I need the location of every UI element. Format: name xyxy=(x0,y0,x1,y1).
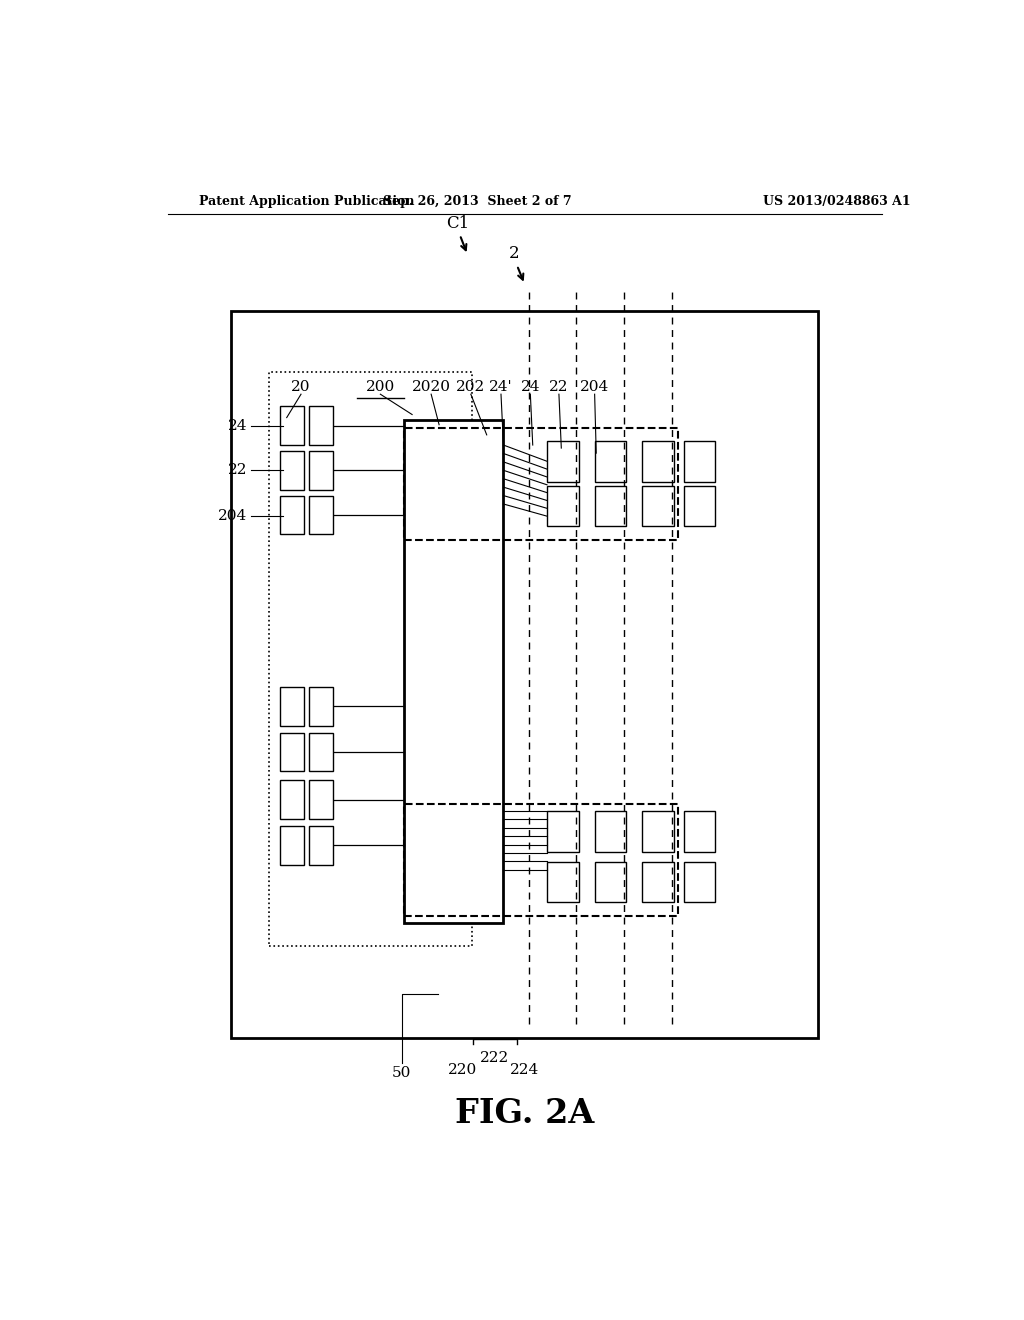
Text: 24: 24 xyxy=(520,380,540,395)
Bar xyxy=(642,441,674,482)
Bar xyxy=(281,826,304,865)
Bar xyxy=(281,496,304,535)
Bar xyxy=(547,486,579,527)
Bar xyxy=(642,862,674,903)
Bar xyxy=(595,810,627,851)
Text: 24': 24' xyxy=(489,380,513,395)
Text: 50: 50 xyxy=(392,1067,412,1080)
Text: 202: 202 xyxy=(457,380,485,395)
Bar xyxy=(281,780,304,818)
Text: Sep. 26, 2013  Sheet 2 of 7: Sep. 26, 2013 Sheet 2 of 7 xyxy=(383,194,571,207)
Bar xyxy=(642,486,674,527)
Bar xyxy=(309,780,333,818)
Bar xyxy=(595,862,627,903)
Bar xyxy=(404,804,678,916)
Bar xyxy=(547,810,579,851)
Bar xyxy=(684,862,715,903)
Bar xyxy=(684,810,715,851)
Bar xyxy=(309,733,333,771)
Bar xyxy=(404,420,504,923)
Bar xyxy=(642,810,674,851)
Bar xyxy=(309,496,333,535)
Bar xyxy=(684,486,715,527)
Bar xyxy=(684,441,715,482)
Bar xyxy=(281,733,304,771)
Text: C1: C1 xyxy=(445,215,469,231)
Text: Patent Application Publication: Patent Application Publication xyxy=(200,194,415,207)
Bar xyxy=(281,686,304,726)
Bar xyxy=(269,372,472,946)
Bar xyxy=(404,428,678,540)
Text: 22: 22 xyxy=(549,380,568,395)
Text: 222: 222 xyxy=(480,1051,509,1065)
Bar xyxy=(309,826,333,865)
Text: 24: 24 xyxy=(227,418,247,433)
Bar xyxy=(231,312,818,1038)
Text: US 2013/0248863 A1: US 2013/0248863 A1 xyxy=(763,194,910,207)
Text: 220: 220 xyxy=(449,1063,477,1077)
Text: 224: 224 xyxy=(510,1063,540,1077)
Bar xyxy=(281,451,304,490)
Text: 2: 2 xyxy=(509,246,520,263)
Text: 2020: 2020 xyxy=(412,380,451,395)
Bar xyxy=(281,407,304,445)
Text: 20: 20 xyxy=(291,380,310,395)
Bar xyxy=(595,441,627,482)
Bar xyxy=(309,407,333,445)
Text: 204: 204 xyxy=(218,510,247,523)
Bar xyxy=(309,451,333,490)
Bar xyxy=(309,686,333,726)
Text: 200: 200 xyxy=(366,380,395,395)
Text: 22: 22 xyxy=(227,463,247,478)
Bar xyxy=(595,486,627,527)
Bar xyxy=(547,862,579,903)
Bar xyxy=(547,441,579,482)
Text: FIG. 2A: FIG. 2A xyxy=(456,1097,594,1130)
Text: 204: 204 xyxy=(580,380,609,395)
